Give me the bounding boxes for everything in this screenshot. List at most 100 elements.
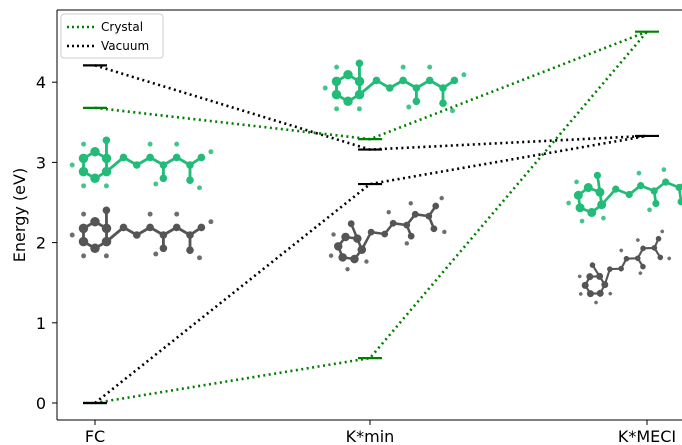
hydrogen bbox=[197, 255, 202, 261]
hydrogen bbox=[147, 211, 153, 217]
hydrogen bbox=[404, 241, 410, 246]
atom bbox=[186, 231, 194, 239]
x-tick-label: K*MECI bbox=[618, 427, 676, 445]
atom bbox=[430, 225, 438, 233]
hydrogen bbox=[601, 215, 606, 221]
atom bbox=[623, 255, 630, 262]
atom bbox=[119, 153, 128, 162]
atom bbox=[159, 244, 168, 253]
hydrogen bbox=[578, 292, 583, 296]
hydrogen bbox=[636, 170, 642, 176]
y-tick-label: 0 bbox=[36, 394, 46, 413]
atom bbox=[133, 231, 141, 239]
atom bbox=[652, 199, 660, 208]
atom bbox=[589, 262, 596, 268]
atom bbox=[159, 174, 168, 183]
legend: Crystal Vacuum bbox=[60, 13, 164, 59]
legend-label-vacuum: Vacuum bbox=[101, 39, 149, 53]
atom bbox=[583, 183, 593, 193]
atom bbox=[78, 153, 89, 164]
atom bbox=[78, 223, 89, 234]
series-layer bbox=[94, 30, 648, 405]
atom bbox=[677, 198, 682, 206]
hydrogen bbox=[103, 183, 109, 189]
y-ticks: 0 1 2 3 4 bbox=[36, 73, 57, 413]
atom bbox=[587, 207, 597, 217]
x-tick-label: K*min bbox=[346, 427, 395, 445]
atom bbox=[354, 89, 365, 100]
atom bbox=[78, 236, 89, 247]
atom bbox=[101, 166, 112, 177]
atom bbox=[573, 190, 583, 200]
atom bbox=[101, 236, 112, 247]
atom bbox=[367, 228, 375, 236]
atom bbox=[432, 202, 440, 210]
atom bbox=[186, 176, 194, 184]
hydrogen bbox=[356, 106, 362, 112]
atom bbox=[450, 76, 459, 85]
atom bbox=[637, 182, 645, 190]
hydrogen bbox=[174, 211, 180, 217]
y-tick-label: 1 bbox=[36, 314, 46, 333]
atom bbox=[186, 246, 194, 254]
atom bbox=[662, 178, 670, 186]
y-tick-label: 3 bbox=[36, 153, 46, 172]
series-line-vacuum bbox=[94, 134, 648, 405]
molecule-kmeci-crystal bbox=[566, 167, 682, 224]
atom bbox=[399, 76, 407, 85]
atom bbox=[341, 232, 350, 242]
atom bbox=[586, 290, 594, 298]
atom bbox=[625, 190, 633, 199]
hydrogen bbox=[208, 149, 214, 155]
hydrogen bbox=[331, 232, 336, 237]
atom bbox=[354, 76, 365, 87]
hydrogen bbox=[594, 300, 598, 305]
atom bbox=[102, 136, 111, 145]
hydrogen bbox=[579, 218, 585, 224]
series-line-vacuum bbox=[94, 64, 648, 151]
hydrogen bbox=[608, 291, 613, 296]
hydrogen bbox=[450, 108, 455, 114]
atom bbox=[655, 235, 662, 242]
atom bbox=[343, 96, 353, 107]
atom bbox=[343, 69, 353, 80]
atom bbox=[412, 84, 421, 92]
atom bbox=[586, 273, 594, 281]
hydrogen bbox=[406, 104, 412, 110]
molecule-fc-crystal bbox=[69, 136, 214, 191]
molecule-kmeci-vacuum bbox=[577, 229, 672, 305]
atom bbox=[119, 223, 128, 232]
atom bbox=[172, 153, 181, 162]
atom bbox=[338, 253, 347, 262]
atom bbox=[651, 245, 658, 251]
atom bbox=[90, 243, 100, 254]
hydrogen bbox=[328, 253, 334, 258]
atom bbox=[411, 210, 419, 218]
hydrogen bbox=[619, 248, 624, 253]
atom bbox=[425, 212, 433, 220]
atom bbox=[197, 153, 206, 162]
hydrogen bbox=[174, 141, 180, 147]
atom bbox=[581, 281, 589, 289]
atom bbox=[102, 206, 111, 215]
atom bbox=[575, 203, 585, 213]
atom bbox=[640, 263, 646, 270]
atom bbox=[90, 173, 100, 184]
hydrogen bbox=[81, 141, 87, 147]
atom bbox=[347, 220, 355, 228]
atom bbox=[596, 272, 604, 280]
hydrogen bbox=[386, 209, 391, 215]
hydrogen bbox=[69, 232, 75, 238]
hydrogen bbox=[461, 72, 467, 78]
hydrogen bbox=[322, 85, 328, 91]
hydrogen bbox=[439, 195, 444, 201]
molecule-illustrations bbox=[69, 59, 682, 305]
y-tick-label: 2 bbox=[36, 234, 46, 253]
atom bbox=[612, 185, 620, 193]
atom bbox=[657, 254, 664, 261]
atom bbox=[159, 161, 168, 169]
molecule-kmin-vacuum bbox=[328, 195, 447, 272]
hydrogen bbox=[636, 238, 640, 242]
atom bbox=[381, 230, 389, 238]
atom bbox=[172, 223, 181, 232]
